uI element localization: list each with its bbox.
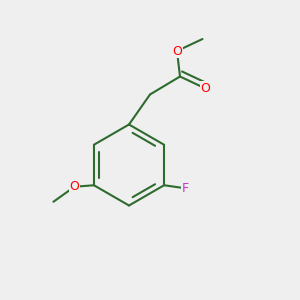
Text: O: O <box>172 44 182 58</box>
Text: O: O <box>70 180 80 193</box>
Text: O: O <box>201 82 210 95</box>
Text: F: F <box>182 182 189 195</box>
